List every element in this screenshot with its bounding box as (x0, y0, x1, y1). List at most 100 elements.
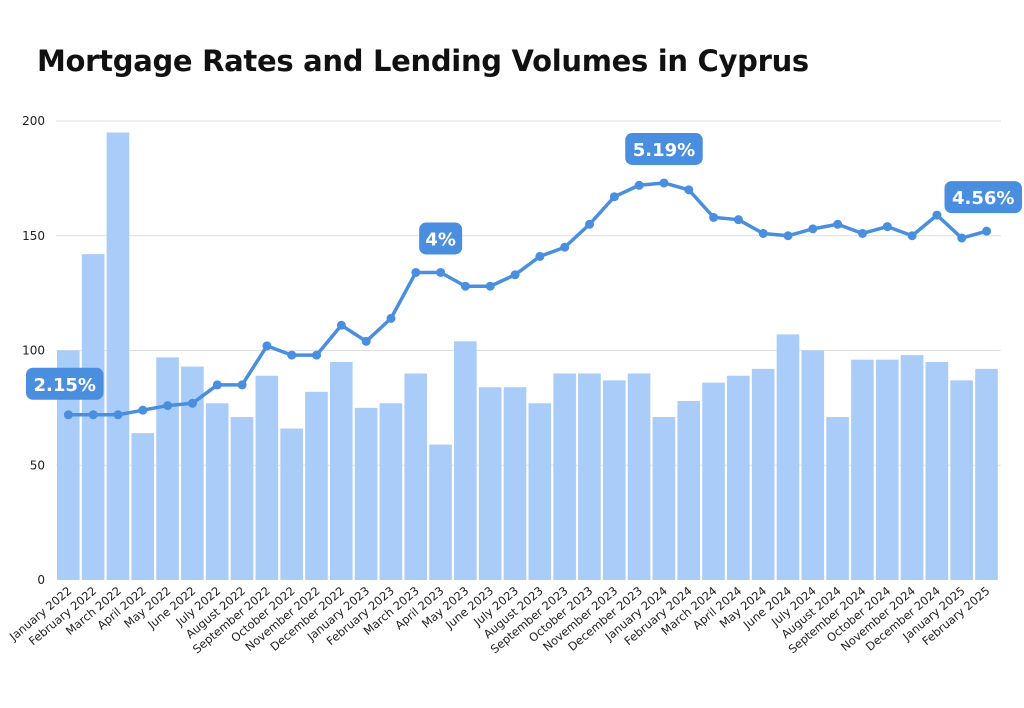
rate-point (684, 185, 694, 195)
bar (106, 132, 130, 580)
rate-point (262, 341, 272, 351)
y-tick-label: 100 (22, 344, 45, 358)
badge-label: 4.56% (952, 188, 1014, 209)
badge-label: 2.15% (34, 375, 96, 396)
rate-point (634, 180, 644, 190)
bar (578, 373, 601, 580)
rate-point (932, 210, 942, 220)
rate-point (858, 228, 868, 238)
badge-background (419, 222, 463, 255)
bar (131, 433, 155, 580)
bar (900, 355, 924, 580)
rate-point (411, 267, 421, 277)
bar (354, 407, 378, 580)
rate-point (287, 350, 297, 360)
badge-label: 5.19% (633, 140, 695, 161)
rate-point (212, 380, 222, 390)
bar (875, 359, 899, 580)
y-tick-label: 150 (22, 229, 45, 243)
rate-point (88, 410, 98, 420)
bar (57, 350, 80, 580)
rate-point (783, 231, 793, 241)
rate-point (163, 401, 173, 411)
bar (652, 417, 676, 580)
y-tick-label: 200 (22, 114, 45, 128)
rate-points (63, 178, 992, 420)
bar (156, 357, 179, 580)
bar (379, 403, 403, 580)
rate-point (63, 410, 73, 420)
bar (528, 403, 552, 580)
rate-point (113, 410, 123, 420)
rate-point (138, 405, 148, 415)
rate-line-path (66, 181, 989, 417)
bar (727, 375, 750, 580)
rate-point (808, 224, 818, 234)
rate-point (535, 251, 545, 261)
y-axis-ticks: 0 50 100 150 200 (22, 114, 45, 587)
bar (975, 368, 998, 580)
rate-point (758, 228, 768, 238)
bar (627, 373, 651, 580)
bar (677, 400, 701, 580)
rate-point (659, 178, 669, 188)
rate-point (709, 212, 719, 222)
rate-point (237, 380, 247, 390)
y-tick-label: 0 (37, 573, 45, 587)
bar (751, 368, 775, 580)
annotations: 2.15% 4% 5.19% 4.56% (26, 132, 1022, 400)
bar (553, 373, 576, 580)
bar (478, 387, 502, 580)
bar (801, 350, 825, 580)
rate-point (361, 336, 371, 346)
bar (851, 359, 874, 580)
rate-point (585, 219, 595, 229)
badge-background (944, 181, 1022, 214)
rate-point (907, 231, 917, 241)
rate-point (336, 320, 346, 330)
annotation-badge: 4% (419, 222, 463, 255)
badge-background (26, 367, 104, 400)
bar (925, 361, 949, 580)
rate-point (733, 215, 743, 225)
bar (280, 428, 303, 580)
rate-point (560, 242, 570, 252)
rate-line (66, 181, 989, 417)
annotation-badge: 2.15% (26, 367, 104, 400)
bar (404, 373, 428, 580)
bar (602, 380, 626, 580)
bar (503, 387, 527, 580)
bar (776, 334, 800, 580)
rate-point (187, 398, 197, 408)
bar (329, 361, 353, 580)
bar (255, 375, 279, 580)
y-tick-label: 50 (30, 458, 45, 472)
rate-point (510, 270, 520, 280)
bar (305, 391, 328, 580)
bar (230, 417, 254, 580)
bar (454, 341, 477, 580)
rate-point (882, 222, 892, 232)
annotation-badge: 4.56% (944, 181, 1022, 214)
chart-title: Mortgage Rates and Lending Volumes in Cy… (37, 44, 809, 78)
bar (950, 380, 973, 580)
annotation-badge: 5.19% (625, 132, 703, 165)
rate-point (386, 313, 396, 323)
bar (826, 417, 849, 580)
badge-background (625, 132, 703, 165)
rate-point (312, 350, 322, 360)
bars (57, 132, 998, 581)
bar (702, 382, 725, 580)
bar (181, 366, 204, 580)
rate-point (833, 219, 843, 229)
rate-point (982, 226, 992, 236)
rate-point (609, 192, 619, 202)
rate-point (436, 267, 446, 277)
bar (205, 403, 229, 580)
badge-label: 4% (425, 229, 456, 250)
rate-point (957, 233, 967, 243)
rate-point (485, 281, 495, 291)
rate-point (460, 281, 470, 291)
